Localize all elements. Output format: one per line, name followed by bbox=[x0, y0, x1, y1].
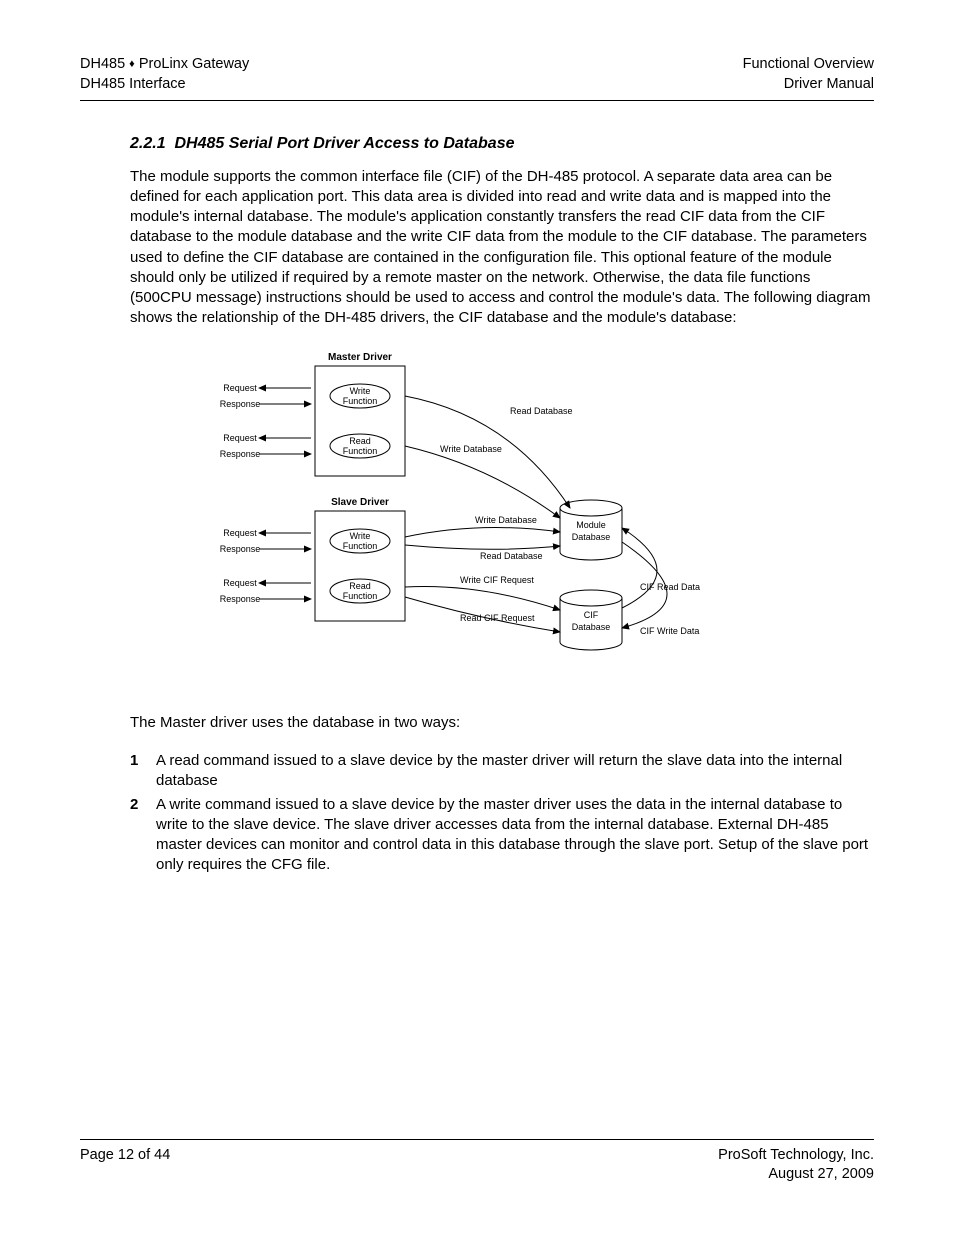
header-right-line2: Driver Manual bbox=[743, 75, 874, 95]
footer-company: ProSoft Technology, Inc. bbox=[718, 1146, 874, 1166]
svg-text:Function: Function bbox=[343, 541, 378, 551]
svg-text:Request: Request bbox=[223, 433, 257, 443]
paragraph-2: The Master driver uses the database in t… bbox=[130, 713, 874, 733]
list-item: 1 A read command issued to a slave devic… bbox=[130, 751, 874, 791]
svg-text:CIF: CIF bbox=[584, 610, 599, 620]
svg-text:Function: Function bbox=[343, 396, 378, 406]
svg-text:Request: Request bbox=[223, 528, 257, 538]
svg-text:Response: Response bbox=[220, 544, 261, 554]
svg-text:CIF Read Data: CIF Read Data bbox=[640, 582, 700, 592]
svg-text:Database: Database bbox=[572, 622, 611, 632]
list-text: A write command issued to a slave device… bbox=[156, 795, 874, 875]
svg-text:CIF Write Data: CIF Write Data bbox=[640, 626, 699, 636]
driver-database-diagram: Master DriverWriteFunctionReadFunctionRe… bbox=[130, 348, 874, 683]
list-text: A read command issued to a slave device … bbox=[156, 751, 874, 791]
svg-text:Request: Request bbox=[223, 383, 257, 393]
numbered-list: 1 A read command issued to a slave devic… bbox=[130, 751, 874, 876]
svg-text:Write Database: Write Database bbox=[440, 444, 502, 454]
svg-text:Write Database: Write Database bbox=[475, 515, 537, 525]
svg-text:Request: Request bbox=[223, 578, 257, 588]
svg-text:Response: Response bbox=[220, 594, 261, 604]
footer-right: ProSoft Technology, Inc. August 27, 2009 bbox=[718, 1146, 874, 1185]
diagram-svg: Master DriverWriteFunctionReadFunctionRe… bbox=[130, 348, 710, 678]
header-left-line2: DH485 Interface bbox=[80, 75, 249, 95]
page-footer: Page 12 of 44 ProSoft Technology, Inc. A… bbox=[80, 1139, 874, 1185]
svg-text:Slave Driver: Slave Driver bbox=[331, 497, 389, 508]
svg-text:Master Driver: Master Driver bbox=[328, 352, 392, 363]
svg-text:Function: Function bbox=[343, 591, 378, 601]
page-header: DH485 ♦ ProLinx Gateway DH485 Interface … bbox=[80, 55, 874, 101]
svg-text:Read Database: Read Database bbox=[480, 551, 543, 561]
header-right-line1: Functional Overview bbox=[743, 55, 874, 75]
header-left-line1: DH485 ♦ ProLinx Gateway bbox=[80, 55, 249, 75]
footer-date: August 27, 2009 bbox=[718, 1165, 874, 1185]
footer-left: Page 12 of 44 bbox=[80, 1146, 170, 1185]
section-number: 2.2.1 bbox=[130, 135, 166, 152]
section-heading: 2.2.1 DH485 Serial Port Driver Access to… bbox=[130, 135, 874, 153]
svg-text:Read: Read bbox=[349, 581, 371, 591]
svg-text:Response: Response bbox=[220, 449, 261, 459]
svg-text:Function: Function bbox=[343, 446, 378, 456]
list-item: 2 A write command issued to a slave devi… bbox=[130, 795, 874, 875]
svg-text:Write CIF Request: Write CIF Request bbox=[460, 575, 534, 585]
svg-text:Response: Response bbox=[220, 399, 261, 409]
header-product: DH485 bbox=[80, 56, 129, 72]
list-number: 2 bbox=[130, 795, 156, 875]
header-left: DH485 ♦ ProLinx Gateway DH485 Interface bbox=[80, 55, 249, 94]
svg-text:Write: Write bbox=[350, 531, 371, 541]
svg-text:Database: Database bbox=[572, 532, 611, 542]
svg-text:Module: Module bbox=[576, 520, 606, 530]
svg-text:Read: Read bbox=[349, 436, 371, 446]
section-title-text: DH485 Serial Port Driver Access to Datab… bbox=[174, 135, 514, 152]
list-number: 1 bbox=[130, 751, 156, 791]
header-right: Functional Overview Driver Manual bbox=[743, 55, 874, 94]
header-gateway: ProLinx Gateway bbox=[135, 56, 249, 72]
svg-text:Read CIF Request: Read CIF Request bbox=[460, 613, 535, 623]
paragraph-1: The module supports the common interface… bbox=[130, 167, 874, 328]
svg-text:Write: Write bbox=[350, 386, 371, 396]
page: DH485 ♦ ProLinx Gateway DH485 Interface … bbox=[0, 0, 954, 1235]
svg-text:Read Database: Read Database bbox=[510, 406, 573, 416]
